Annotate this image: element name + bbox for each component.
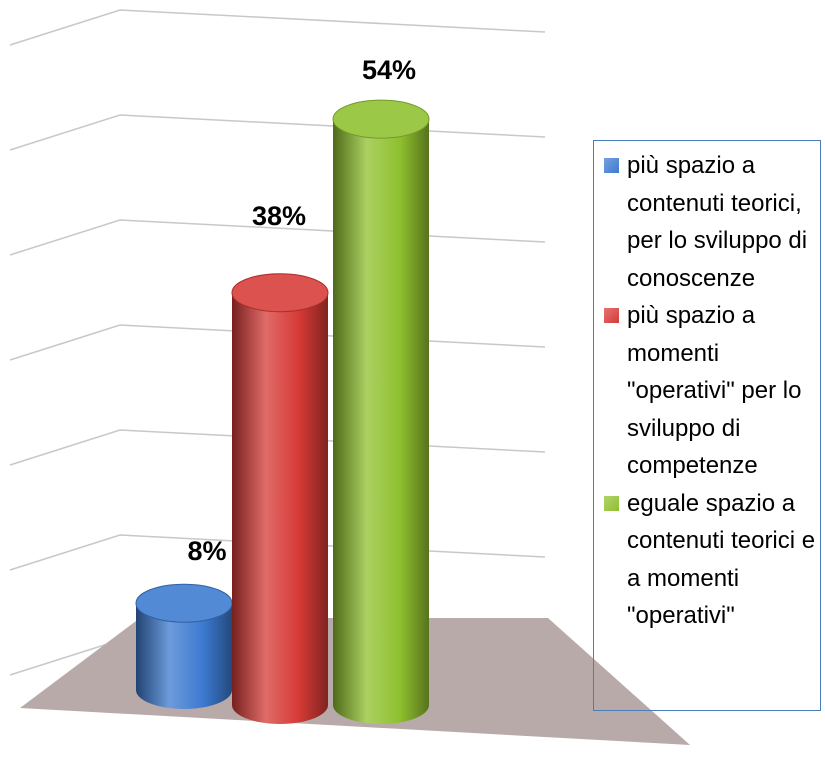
bar-top	[231, 273, 329, 313]
legend-label: più spazio a momenti "operativi" per lo …	[627, 302, 802, 479]
value-label: 38%	[252, 201, 306, 231]
legend-entry: più spazio a momenti "operativi" per lo …	[604, 297, 816, 485]
legend-entry: eguale spazio a contenuti teorici e a mo…	[604, 485, 816, 635]
bar-top	[135, 583, 233, 623]
grid-line	[9, 114, 546, 151]
value-label: 54%	[362, 55, 416, 85]
legend-label: più spazio a contenuti teorici, per lo s…	[627, 152, 808, 292]
bar	[232, 292, 328, 724]
legend-swatch	[604, 158, 619, 173]
bar-top	[332, 99, 430, 139]
legend-entry: più spazio a contenuti teorici, per lo s…	[604, 147, 816, 297]
legend: più spazio a contenuti teorici, per lo s…	[593, 140, 821, 711]
value-label: 8%	[187, 536, 226, 566]
legend-swatch	[604, 308, 619, 323]
grid-line	[9, 9, 546, 46]
legend-label: eguale spazio a contenuti teorici e a mo…	[627, 489, 816, 630]
bar	[136, 603, 232, 709]
legend-swatch	[604, 495, 619, 511]
bar	[333, 119, 429, 725]
